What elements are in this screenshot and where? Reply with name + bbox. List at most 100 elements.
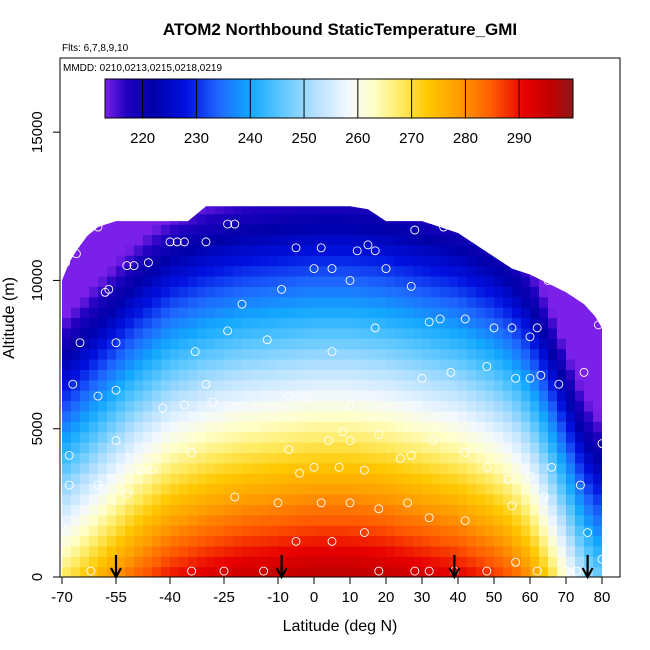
heat-cell [215, 525, 225, 537]
heat-cell [179, 566, 189, 578]
heat-cell [332, 307, 342, 319]
heat-cell [260, 224, 270, 236]
heat-cell [80, 234, 90, 246]
heat-cell [143, 483, 153, 495]
heat-cell [512, 452, 522, 464]
heat-cell [368, 410, 378, 422]
heat-cell [269, 493, 279, 505]
heat-cell [350, 442, 360, 454]
heat-cell [251, 504, 261, 516]
heat-cell [287, 442, 297, 454]
heat-cell [278, 307, 288, 319]
observation-point [323, 436, 333, 446]
heat-cell [512, 317, 522, 329]
heat-cell [206, 206, 216, 215]
heat-cell [89, 244, 99, 256]
heat-cell [350, 348, 360, 360]
heat-cell [395, 462, 405, 474]
heat-cell [215, 442, 225, 454]
heat-cell [530, 566, 540, 578]
heat-cell [359, 206, 369, 215]
heat-cell [80, 525, 90, 537]
heat-cell [350, 473, 360, 485]
heat-cell [278, 442, 288, 454]
heat-cell [404, 359, 414, 370]
heat-cell [521, 473, 531, 485]
heat-cell [431, 296, 441, 308]
heat-cell [116, 255, 126, 267]
heat-cell [287, 275, 297, 287]
heat-cell [386, 348, 396, 360]
heat-cell [521, 327, 531, 339]
heat-cell [494, 379, 504, 391]
heat-cell [377, 379, 387, 391]
heat-cell [341, 566, 351, 578]
heat-cell [476, 390, 486, 402]
heat-cell [71, 379, 81, 391]
heat-cell [62, 566, 72, 578]
heat-cell [440, 483, 450, 495]
heat-cell [395, 431, 405, 443]
heat-cell [215, 244, 225, 256]
heat-cell [296, 213, 306, 225]
x-tick-label: -55 [105, 589, 127, 606]
heat-cell [593, 473, 602, 485]
heat-cell [179, 307, 189, 319]
heat-cell [548, 338, 558, 350]
heat-cell [476, 442, 486, 454]
heat-cell [251, 545, 261, 557]
heat-cell [476, 514, 486, 526]
heat-cell [278, 296, 288, 308]
heat-cell [62, 504, 72, 516]
chart-title: ATOM2 Northbound StaticTemperature_GMI [163, 20, 517, 39]
heat-cell [431, 545, 441, 557]
heat-cell [530, 307, 540, 319]
heat-cell [503, 390, 513, 402]
heat-cell [161, 255, 171, 267]
heat-cell [386, 514, 396, 526]
heat-cell [233, 265, 243, 277]
heat-cell [395, 421, 405, 433]
observation-point [345, 275, 355, 285]
heat-cell [62, 493, 72, 505]
heat-cell [170, 452, 180, 464]
heat-cell [143, 338, 153, 350]
heat-cell [485, 379, 495, 391]
heat-cell [431, 369, 441, 381]
heat-cell [125, 410, 135, 422]
heat-cell [152, 483, 162, 495]
heat-cell [89, 296, 99, 308]
heat-cell [512, 359, 522, 370]
heat-cell [341, 359, 351, 370]
heat-cell [134, 431, 144, 443]
heat-cell [242, 224, 252, 236]
heat-cell [548, 483, 558, 495]
heat-cell [530, 545, 540, 557]
heat-cell [332, 244, 342, 256]
heat-cell [287, 213, 297, 225]
heat-cell [233, 206, 243, 215]
heat-cell [305, 296, 315, 308]
heat-cell [260, 213, 270, 225]
heat-cell [386, 493, 396, 505]
heat-cell [431, 493, 441, 505]
heat-cell [215, 317, 225, 329]
observation-point [482, 462, 492, 472]
heat-cell [161, 431, 171, 443]
heat-cell [152, 348, 162, 360]
heat-cell [593, 525, 602, 537]
heat-cell [296, 431, 306, 443]
heat-cell [395, 275, 405, 287]
heat-cell [125, 525, 135, 537]
heat-cell [413, 296, 423, 308]
heat-cell [98, 410, 108, 422]
observation-point [201, 379, 211, 389]
observation-point [370, 246, 380, 256]
heat-cell [332, 369, 342, 381]
heat-cell [80, 442, 90, 454]
heat-cell [107, 234, 117, 246]
heat-cell [440, 244, 450, 256]
observation-point [71, 249, 81, 259]
heat-cell [557, 462, 567, 474]
heat-cell [89, 431, 99, 443]
